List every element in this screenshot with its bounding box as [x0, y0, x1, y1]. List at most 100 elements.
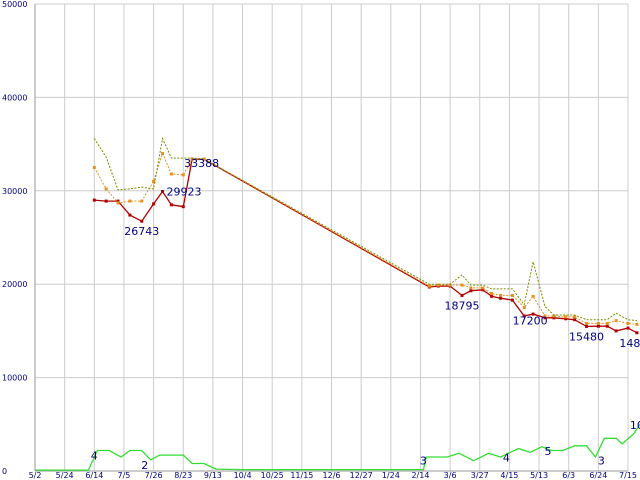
series-point-price-low: [635, 331, 639, 335]
y-tick-label: 50000: [2, 0, 27, 9]
series-point-price-low: [490, 294, 494, 298]
data-label: 3: [598, 454, 605, 467]
x-tick-label: 7/5: [118, 471, 131, 480]
series-point-price-avg: [469, 286, 473, 290]
chart-annotations: 26743 29923 33388 18795 17200 15480 14800 4 2 3 4 5…: [91, 157, 640, 472]
series-point-price-low: [543, 316, 547, 320]
series-point-price-avg: [460, 283, 464, 287]
data-label: 14800: [619, 337, 640, 350]
x-tick-label: 5/24: [56, 471, 74, 480]
data-label: 4: [503, 452, 510, 465]
data-label: 33388: [184, 157, 219, 170]
series-point-price-avg: [481, 286, 485, 290]
y-tick-label: 0: [2, 467, 7, 476]
y-tick-label: 40000: [2, 93, 27, 102]
series-point-price-low: [614, 329, 618, 333]
data-label: 10: [630, 419, 640, 432]
series-line-volume: [35, 423, 640, 471]
series-point-price-avg: [202, 157, 206, 161]
series-point-price-low: [522, 314, 526, 318]
series-point-price-avg: [128, 199, 132, 203]
x-tick-label: 5/2: [29, 471, 42, 480]
series-point-price-avg: [552, 314, 556, 318]
x-tick-label: 6/3: [562, 471, 575, 480]
series-point-price-low: [116, 199, 120, 203]
x-tick-label: 11/15: [290, 471, 313, 480]
data-label: 4: [91, 450, 98, 463]
series-point-price-avg: [190, 157, 194, 161]
series-point-price-low: [104, 199, 108, 203]
y-tick-label: 20000: [2, 280, 27, 289]
series-point-price-low: [92, 198, 96, 202]
series-point-price-low: [128, 213, 132, 217]
series-point-price-avg: [490, 292, 494, 296]
data-label: 5: [544, 445, 551, 458]
series-point-price-low: [605, 324, 609, 328]
chart-grid: [34, 3, 629, 472]
x-tick-label: 3/6: [444, 471, 457, 480]
series-point-price-avg: [92, 165, 96, 169]
series-point-price-avg: [573, 315, 577, 319]
series-point-price-low: [564, 317, 568, 321]
x-tick-label: 5/13: [530, 471, 548, 480]
series-point-price-avg: [448, 283, 452, 287]
data-label: 29923: [166, 186, 201, 199]
x-tick-label: 12/27: [350, 471, 373, 480]
series-point-price-avg: [169, 172, 173, 176]
x-tick-label: 10/25: [261, 471, 284, 480]
x-tick-label: 10/4: [234, 471, 252, 480]
series-point-price-avg: [181, 173, 185, 177]
x-tick-label: 7/26: [145, 471, 163, 480]
series-point-price-avg: [605, 321, 609, 325]
series-point-price-low: [140, 219, 144, 223]
series-point-price-avg: [160, 151, 164, 155]
series-point-price-low: [531, 312, 535, 316]
series-point-price-avg: [152, 179, 156, 183]
series-point-price-low: [169, 203, 173, 207]
series-point-price-low: [552, 316, 556, 320]
series-point-price-low: [499, 296, 503, 300]
series-point-price-avg: [635, 322, 639, 326]
series-point-price-avg: [427, 284, 431, 288]
x-tick-label: 4/15: [500, 471, 518, 480]
series-point-price-avg: [522, 306, 526, 310]
series-point-price-low: [481, 288, 485, 292]
chart-series: [35, 136, 640, 471]
x-tick-label: 12/6: [323, 471, 341, 480]
x-tick-label: 8/23: [174, 471, 192, 480]
data-label: 18795: [444, 299, 479, 312]
series-line-price-low: [94, 158, 638, 334]
series-point-price-low: [460, 293, 464, 297]
series-point-price-low: [596, 324, 600, 328]
series-point-price-avg: [543, 314, 547, 318]
x-tick-label: 6/24: [589, 471, 607, 480]
x-axis-ticks: 5/2 5/24 6/14 7/5 7/26 8/23 9/13 10/4 10/25 11/15…: [29, 471, 637, 480]
series-point-price-avg: [564, 315, 568, 319]
y-tick-label: 30000: [2, 187, 27, 196]
data-label: 3: [420, 454, 427, 467]
series-point-price-avg: [116, 201, 120, 205]
series-point-price-avg: [104, 187, 108, 191]
series-point-price-low: [573, 318, 577, 322]
series-point-price-avg: [626, 321, 630, 325]
series-point-price-avg: [499, 293, 503, 297]
data-label: 17200: [513, 314, 548, 327]
series-point-price-low: [469, 289, 473, 293]
series-point-price-avg: [140, 199, 144, 203]
series-point-price-low: [510, 298, 514, 302]
series-point-price-low: [584, 324, 588, 328]
x-tick-label: 2/14: [411, 471, 429, 480]
series-point-price-low: [152, 202, 156, 206]
y-tick-label: 10000: [2, 374, 27, 383]
series-line-price-avg: [93, 151, 637, 325]
series-point-price-avg: [596, 321, 600, 325]
series-point-price-low: [181, 205, 185, 209]
x-tick-label: 1/24: [382, 471, 400, 480]
series-point-price-low: [160, 190, 164, 194]
series-point-price-avg: [510, 293, 514, 297]
series-point-price-avg: [614, 319, 618, 323]
x-tick-label: 7/15: [619, 471, 637, 480]
series-point-price-avg: [531, 294, 535, 298]
data-label: 2: [141, 459, 148, 472]
y-axis-ticks: 0 10000 20000 30000 40000 50000: [2, 0, 27, 476]
